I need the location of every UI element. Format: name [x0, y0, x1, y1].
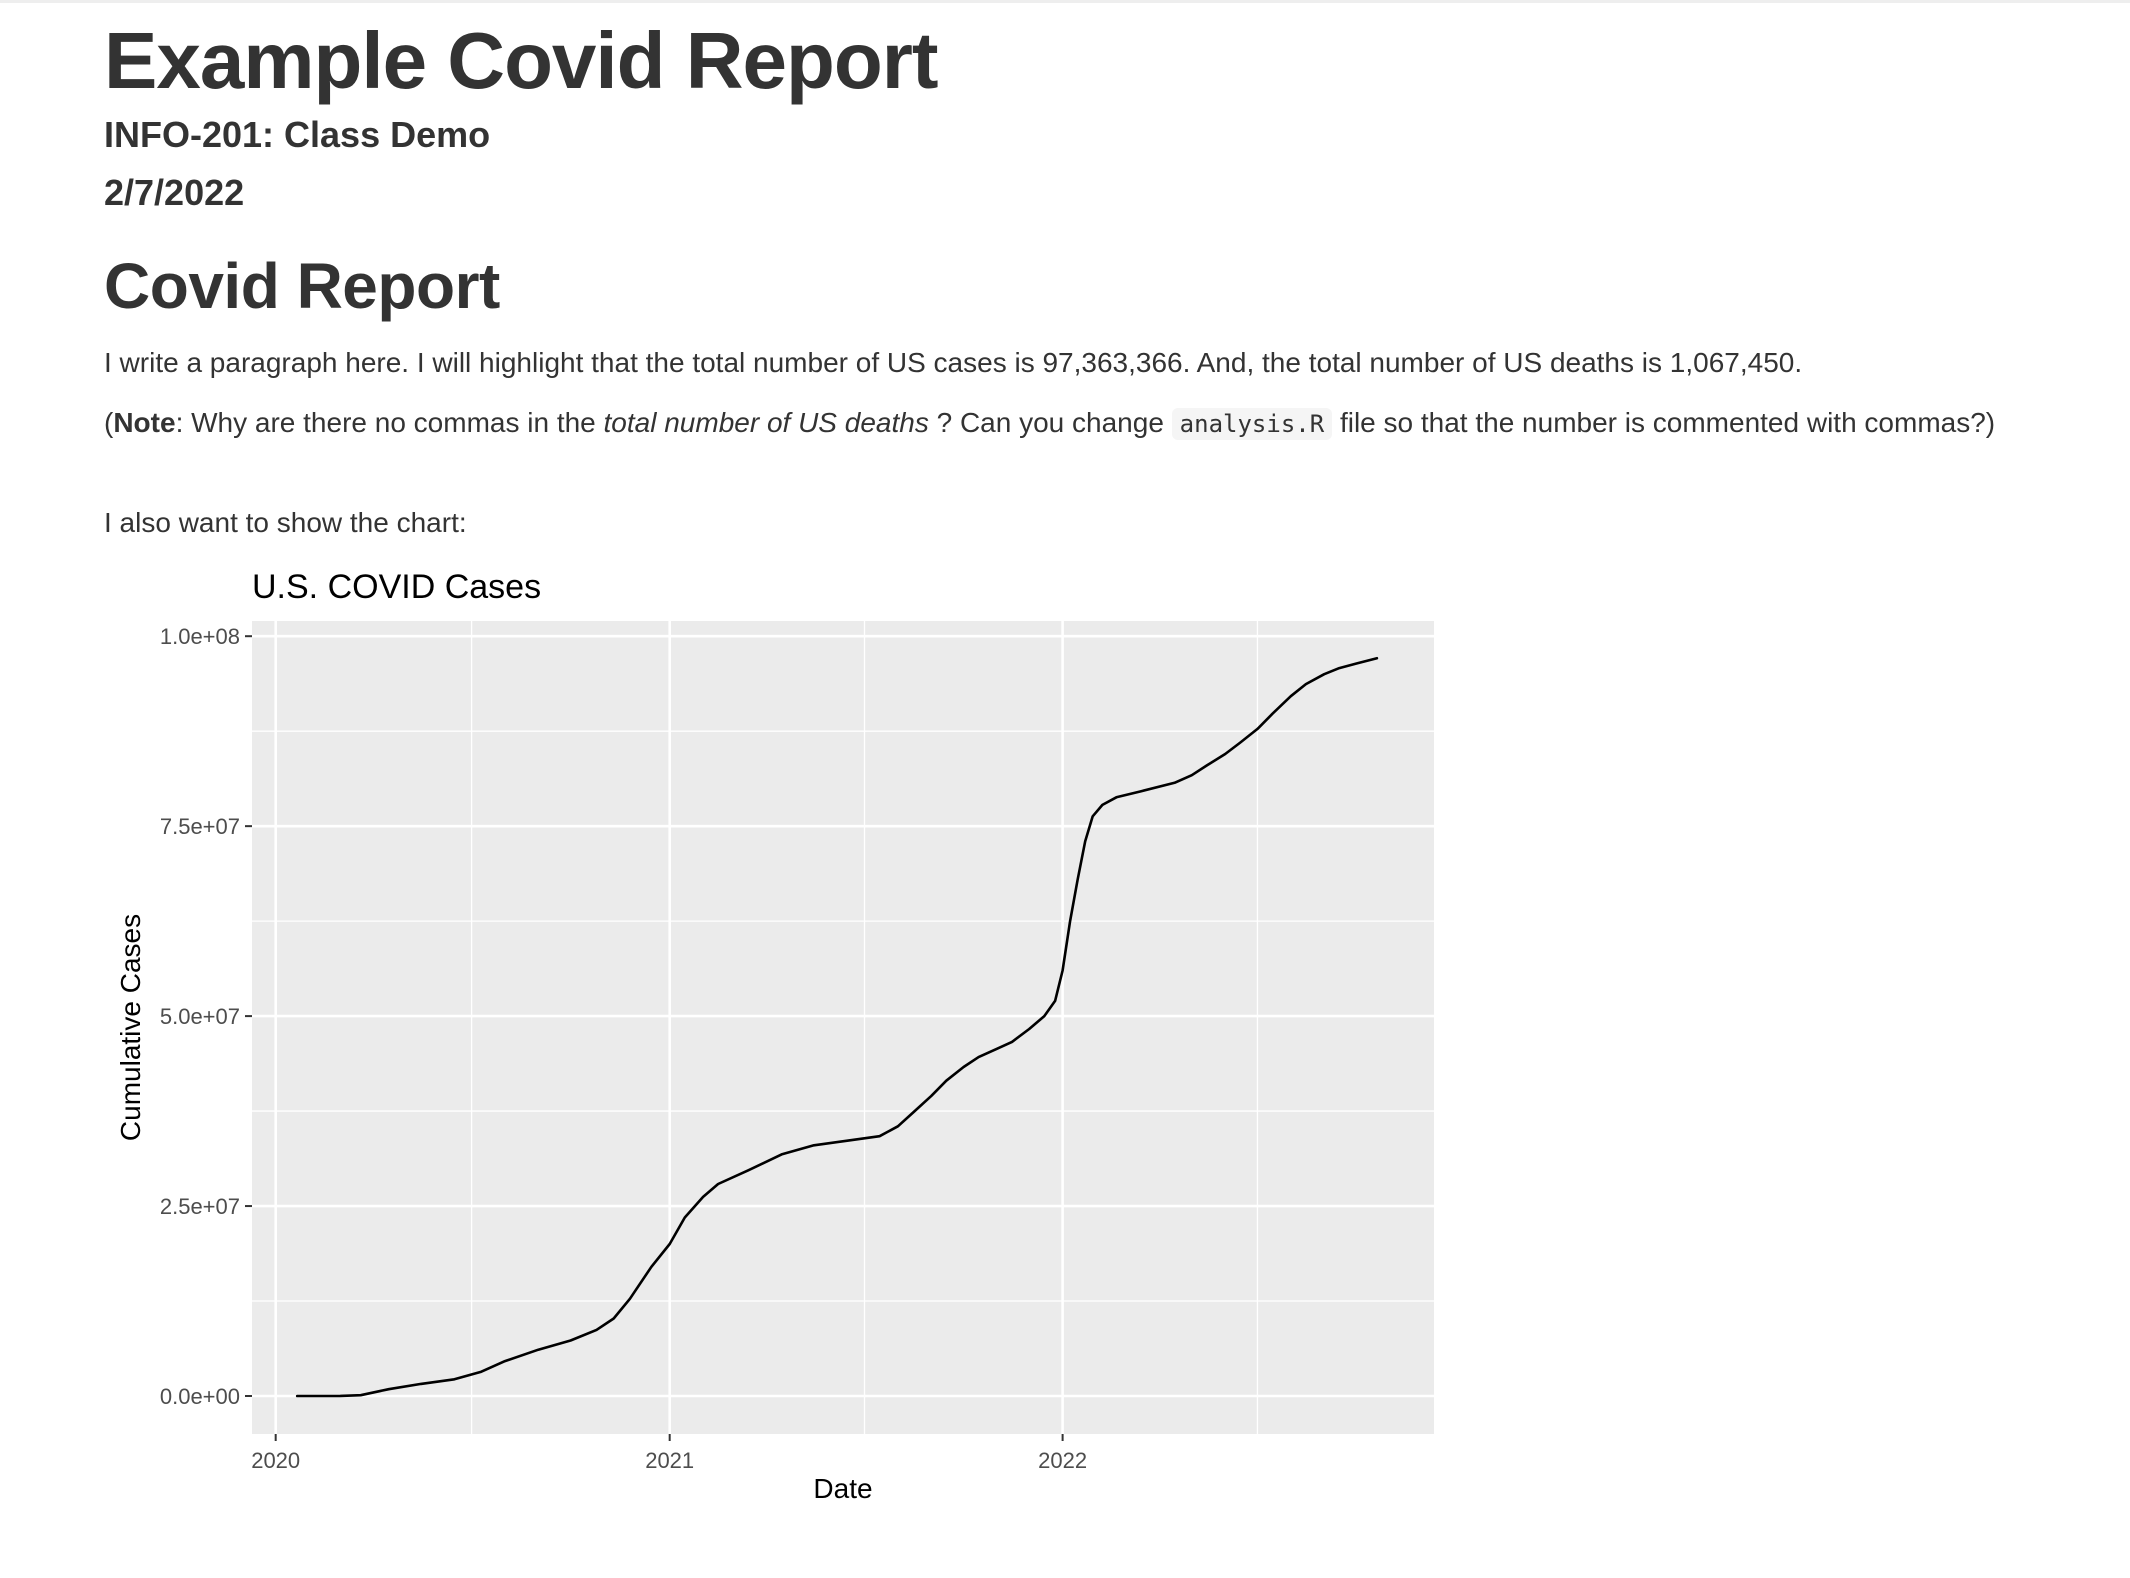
section-heading: Covid Report [104, 250, 500, 322]
y-tick-label: 7.5e+07 [160, 814, 240, 839]
report-date: 2/7/2022 [104, 172, 245, 213]
y-tick-label: 1.0e+08 [160, 624, 240, 649]
note-text-1: : Why are there no commas in the [175, 407, 604, 438]
y-tick-label: 0.0e+00 [160, 1384, 240, 1409]
y-tick-label: 2.5e+07 [160, 1194, 240, 1219]
note-text-3: file so that the number is commented wit… [1332, 407, 1996, 438]
chart-title: U.S. COVID Cases [252, 568, 541, 606]
note-bold-label: Note [113, 407, 176, 438]
x-tick-label: 2022 [1038, 1448, 1087, 1473]
paragraph-chart-intro: I also want to show the chart: [104, 507, 467, 538]
note-open-paren: ( [104, 407, 114, 438]
report-title: Example Covid Report [104, 16, 939, 105]
x-tick-label: 2020 [251, 1448, 300, 1473]
y-axis-label: Cumulative Cases [115, 914, 146, 1141]
note-text-2: ? Can you change [928, 407, 1172, 438]
paragraph-totals: I write a paragraph here. I will highlig… [104, 347, 1803, 378]
note-code-filename: analysis.R [1171, 408, 1333, 440]
x-tick-label: 2021 [645, 1448, 694, 1473]
y-tick-label: 5.0e+07 [160, 1004, 240, 1029]
report-subtitle: INFO-201: Class Demo [104, 114, 491, 155]
series-line [295, 656, 1379, 1398]
x-axis-label: Date [813, 1473, 872, 1504]
top-border [0, 0, 2130, 3]
paragraph-note: (Note: Why are there no commas in the to… [104, 403, 2004, 444]
note-italic-phrase: total number of US deaths [603, 407, 929, 438]
plot-panel [252, 621, 1434, 1434]
